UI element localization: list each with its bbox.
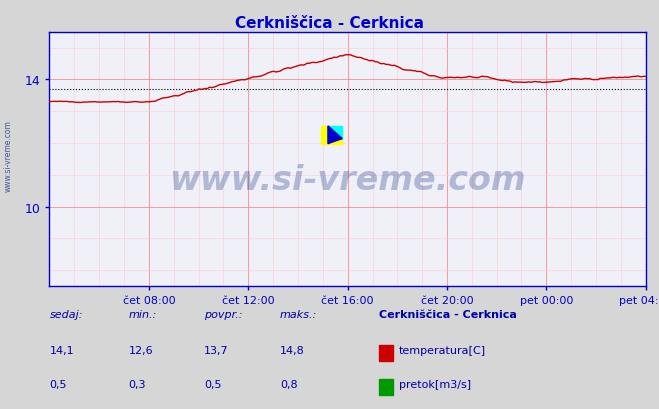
Bar (321, 126, 342, 144)
Text: min.:: min.: (129, 309, 157, 319)
Text: 0,5: 0,5 (49, 380, 67, 389)
Text: Cerkniščica - Cerknica: Cerkniščica - Cerknica (235, 16, 424, 31)
Polygon shape (328, 126, 342, 139)
Polygon shape (328, 126, 342, 144)
Text: 0,8: 0,8 (280, 380, 298, 389)
Text: 13,7: 13,7 (204, 346, 229, 355)
Text: 12,6: 12,6 (129, 346, 153, 355)
Text: pretok[m3/s]: pretok[m3/s] (399, 380, 471, 389)
Text: temperatura[C]: temperatura[C] (399, 346, 486, 355)
Text: 0,3: 0,3 (129, 380, 146, 389)
Text: maks.:: maks.: (280, 309, 318, 319)
Text: povpr.:: povpr.: (204, 309, 243, 319)
Text: www.si-vreme.com: www.si-vreme.com (169, 163, 526, 196)
Text: www.si-vreme.com: www.si-vreme.com (4, 119, 13, 191)
Text: 14,1: 14,1 (49, 346, 74, 355)
Text: sedaj:: sedaj: (49, 309, 83, 319)
Text: Cerkniščica - Cerknica: Cerkniščica - Cerknica (379, 309, 517, 319)
Text: 14,8: 14,8 (280, 346, 305, 355)
Text: 0,5: 0,5 (204, 380, 222, 389)
